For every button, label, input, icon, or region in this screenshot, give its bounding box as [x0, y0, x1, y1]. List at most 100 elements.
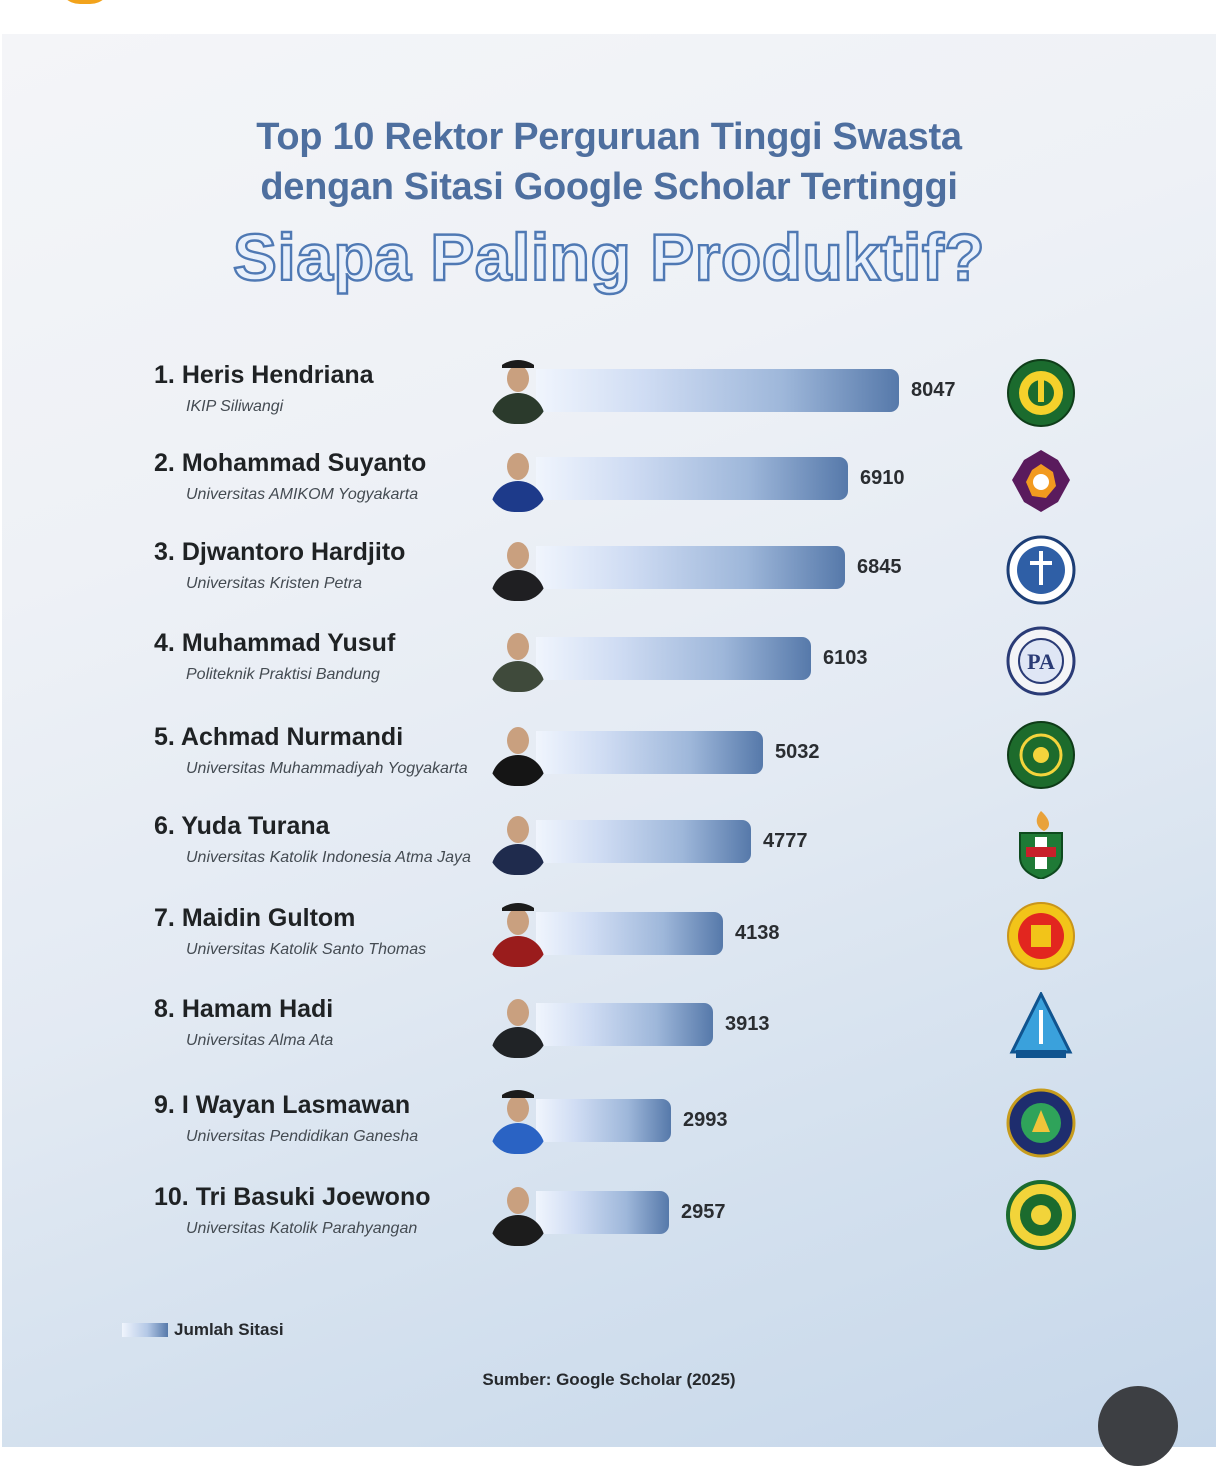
chart-row: 1. Heris Hendriana IKIP Siliwangi 8047 [2, 359, 1216, 450]
value-label: 8047 [911, 379, 956, 401]
rector-photo [488, 360, 548, 424]
photo-face [507, 816, 529, 843]
rector-photo [488, 903, 548, 967]
legend-label: Jumlah Sitasi [174, 1320, 284, 1339]
alma-ata-logo-icon [1009, 992, 1073, 1058]
umy-logo-icon [1007, 721, 1075, 789]
rector-name: 5. Achmad Nurmandi [154, 722, 403, 752]
value-label: 6845 [857, 556, 902, 578]
chart-row: 5. Achmad Nurmandi Universitas Muhammadiy… [2, 721, 1216, 812]
photo-body [491, 1215, 545, 1246]
bar [536, 369, 899, 412]
amikom-logo-icon [1012, 450, 1070, 512]
value-label: 4138 [735, 922, 780, 944]
rector-photo [488, 1090, 548, 1154]
photo-body [491, 570, 545, 601]
graduation-cap-icon [502, 1090, 534, 1098]
rector-name-text: I Wayan Lasmawan [181, 1091, 411, 1119]
rank-number: 6. [154, 812, 175, 840]
rank-number: 7. [154, 904, 175, 932]
bar [536, 1003, 713, 1046]
chart-row: 4. Muhammad Yusuf Politeknik Praktisi Ban… [2, 626, 1216, 718]
rector-photo [488, 994, 548, 1058]
graduation-cap-icon [502, 360, 534, 368]
bar-chart: 1. Heris Hendriana IKIP Siliwangi 8047 2. M… [2, 34, 1216, 1334]
rector-name: 4. Muhammad Yusuf [154, 628, 395, 658]
photo-body [491, 936, 545, 967]
photo-face [507, 633, 529, 660]
atma-jaya-logo-icon [1019, 811, 1063, 879]
bar [536, 457, 848, 500]
bar [536, 1191, 669, 1234]
rector-name-text: Achmad Nurmandi [180, 723, 404, 751]
chart-row: 7. Maidin Gultom Universitas Katolik Sant… [2, 902, 1216, 993]
photo-face [507, 908, 529, 935]
undiksha-logo-icon [1006, 1088, 1076, 1158]
chart-row: 3. Djwantoro Hardjito Universitas Kristen… [2, 535, 1216, 627]
university-name: Universitas Kristen Petra [186, 575, 363, 592]
bar [536, 731, 763, 774]
rank-number: 9. [154, 1091, 175, 1119]
rector-name: 2. Mohammad Suyanto [154, 448, 426, 478]
svg-text:PA: PA [1027, 649, 1055, 674]
value-label: 5032 [775, 741, 820, 763]
rank-number: 8. [154, 995, 175, 1023]
value-label: 6103 [823, 647, 868, 669]
petra-logo-icon [1006, 535, 1076, 605]
rank-number: 2. [154, 449, 175, 477]
photo-body [491, 1123, 545, 1154]
value-label: 2993 [683, 1109, 728, 1131]
scroll-to-top-button[interactable] [1098, 1386, 1178, 1466]
rector-photo [488, 1182, 548, 1246]
university-name: Universitas Katolik Indonesia Atma Jaya [186, 849, 471, 866]
infographic-card: Top 10 Rektor Perguruan Tinggi Swasta de… [2, 34, 1216, 1447]
rector-name-text: Maidin Gultom [181, 904, 356, 932]
photo-face [507, 1187, 529, 1214]
praktisi-logo-icon: PA [1006, 626, 1076, 696]
photo-body [491, 393, 545, 424]
photo-body [491, 844, 545, 875]
rank-number: 5. [154, 723, 175, 751]
chart-row: 10. Tri Basuki Joewono Universitas Katoli… [2, 1180, 1216, 1272]
bar [536, 820, 751, 863]
photo-body [491, 755, 545, 786]
chart-row: 8. Hamam Hadi Universitas Alma Ata 3913 [2, 992, 1216, 1084]
chart-row: 6. Yuda Turana Universitas Katolik Indone… [2, 811, 1216, 901]
photo-body [491, 661, 545, 692]
chart-subtitle: Siapa Paling Produktif? [232, 219, 986, 295]
value-label: 2957 [681, 1201, 726, 1223]
chart-title: Top 10 Rektor Perguruan Tinggi Swasta de… [2, 112, 1216, 212]
legend-swatch [122, 1323, 168, 1337]
source-note: Sumber: Google Scholar (2025) [482, 1370, 736, 1389]
santo-thomas-logo-icon [1007, 902, 1075, 970]
rector-name-text: Hamam Hadi [181, 995, 334, 1023]
rector-name: 6. Yuda Turana [154, 811, 330, 841]
rector-photo [488, 722, 548, 786]
university-name: Universitas Katolik Parahyangan [186, 1220, 418, 1237]
unpar-logo-icon [1006, 1180, 1076, 1250]
rector-name: 10. Tri Basuki Joewono [154, 1182, 431, 1212]
rank-number: 4. [154, 629, 175, 657]
photo-face [507, 727, 529, 754]
rank-number: 10. [154, 1183, 189, 1211]
rector-photo [488, 448, 548, 512]
photo-face [507, 453, 529, 480]
chart-title-line: Top 10 Rektor Perguruan Tinggi Swasta [256, 116, 962, 158]
graduation-cap-icon [502, 903, 534, 911]
chart-row: 9. I Wayan Lasmawan Universitas Pendidika… [2, 1088, 1216, 1180]
rector-name: 9. I Wayan Lasmawan [154, 1090, 410, 1120]
photo-body [491, 1027, 545, 1058]
rank-number: 1. [154, 361, 175, 389]
rector-name: 1. Heris Hendriana [154, 360, 374, 390]
university-name: Politeknik Praktisi Bandung [186, 666, 380, 683]
rector-name: 7. Maidin Gultom [154, 903, 355, 933]
university-name: Universitas Pendidikan Ganesha [186, 1128, 419, 1145]
chart-title-line: dengan Sitasi Google Scholar Tertinggi [260, 166, 958, 208]
rector-photo [488, 537, 548, 601]
rector-name-text: Muhammad Yusuf [181, 629, 396, 657]
top-decoration [58, 0, 112, 4]
value-label: 4777 [763, 830, 808, 852]
rector-name-text: Heris Hendriana [181, 361, 374, 389]
bar [536, 546, 845, 589]
bar [536, 637, 811, 680]
